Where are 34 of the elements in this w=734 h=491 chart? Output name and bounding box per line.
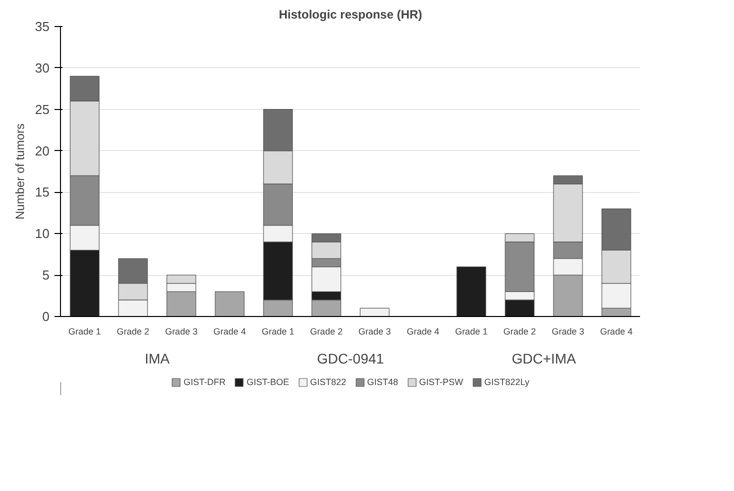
y-tick-label: 35 (35, 19, 50, 34)
x-tick-label: Grade 1 (262, 326, 294, 336)
y-tick-label: 30 (35, 60, 50, 76)
text: GDC-0941 (317, 350, 384, 366)
y-axis-title: Number of tumors (13, 123, 28, 220)
legend-label: GIST-PSW (419, 377, 464, 387)
y-tick-label: 15 (35, 184, 50, 200)
chart-title: Histologic response (HR) (278, 8, 422, 22)
bar (456, 266, 486, 316)
legend-label: GIST822 (310, 377, 346, 387)
x-tick-label: Grade 3 (552, 326, 584, 336)
legend-label: GIST-BOE (246, 377, 290, 387)
x-tick-label: Grade 4 (406, 326, 440, 336)
y-tick-label: 5 (42, 268, 50, 283)
x-tick-label: Grade 3 (358, 326, 391, 336)
x-tick-label: Grade 1 (68, 326, 101, 336)
bar (360, 308, 390, 316)
text: GDC+IMA (512, 350, 577, 366)
x-tick-label: Grade 3 (165, 326, 198, 336)
x-tick-label: Grade 4 (600, 326, 633, 336)
y-tick-label: 10 (35, 226, 50, 242)
x-tick-label: Grade 1 (455, 326, 488, 336)
bar (214, 291, 244, 316)
legend-label: GIST-DFR (184, 377, 226, 387)
text: IMA (144, 350, 170, 366)
y-tick-label: 0 (42, 309, 50, 324)
y-tick-label: 20 (35, 143, 50, 158)
x-tick-label: Grade 2 (503, 326, 536, 336)
legend-label: GIST48 (367, 377, 398, 387)
legend-label: GIST822Ly (484, 377, 530, 387)
x-tick-label: Grade 2 (116, 326, 150, 336)
x-tick-label: Grade 4 (213, 326, 246, 336)
x-tick-label: Grade 2 (310, 326, 343, 336)
y-tick-label: 25 (35, 102, 50, 117)
